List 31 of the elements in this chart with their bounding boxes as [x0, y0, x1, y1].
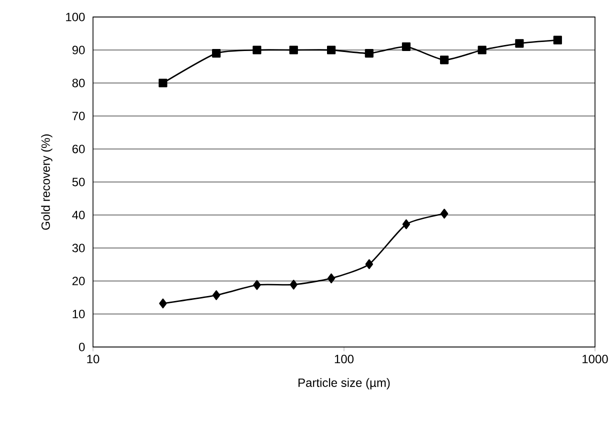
- point: [402, 219, 410, 230]
- point: [440, 56, 449, 64]
- point: [327, 46, 336, 54]
- x-tick-label: 1000: [582, 354, 608, 364]
- point: [478, 46, 486, 54]
- point: [327, 273, 336, 284]
- point: [253, 280, 261, 290]
- x-tick-label: 10: [87, 354, 100, 364]
- x-axis-title: Particle size (µm): [298, 378, 390, 390]
- y-axis-title: Gold recovery (%): [41, 134, 52, 230]
- y-tick-label: 40: [72, 210, 85, 220]
- y-tick-label: 70: [72, 112, 85, 120]
- point: [364, 49, 374, 58]
- x-tick-label: 100: [334, 354, 354, 364]
- y-tick-label: 0: [79, 342, 85, 352]
- y-tick-label: 20: [72, 276, 85, 286]
- y-tick-label: 100: [66, 12, 85, 22]
- y-tick-label: 60: [72, 144, 85, 154]
- point: [289, 46, 298, 54]
- y-tick-label: 90: [72, 46, 85, 54]
- point: [252, 46, 262, 54]
- y-tick-label: 80: [72, 78, 85, 88]
- y-tick-label: 10: [72, 310, 85, 318]
- point: [365, 259, 374, 270]
- y-tick-label: 30: [72, 244, 85, 252]
- point: [440, 208, 448, 219]
- y-tick-label: 50: [72, 178, 85, 186]
- point: [553, 36, 562, 44]
- point: [402, 42, 411, 51]
- point: [515, 39, 524, 48]
- point: [290, 280, 298, 290]
